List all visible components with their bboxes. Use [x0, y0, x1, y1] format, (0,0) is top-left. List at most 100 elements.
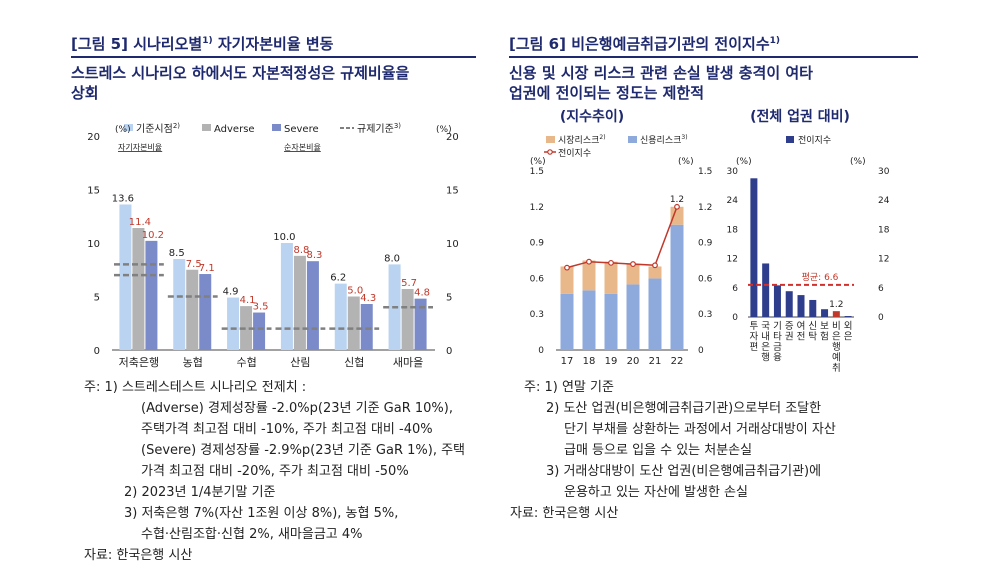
x-tick: 21	[649, 356, 662, 367]
fig5-note-line: 3) 저축은행 7%(자산 1조원 이상 8%), 농협 5%,	[124, 506, 399, 521]
y-tick-left: 0	[538, 346, 544, 356]
bar-severe	[145, 240, 158, 350]
data-label: 7.1	[199, 263, 215, 274]
bar-transfer-index	[844, 316, 852, 317]
unit-right: (%)	[678, 157, 694, 167]
transfer-index-point	[652, 262, 658, 269]
bar-transfer-index	[821, 309, 829, 317]
bar-credit-risk	[604, 293, 618, 350]
fig6-title-rule	[509, 56, 918, 58]
fig5-note-line: (Adverse) 경제성장률 -2.0%p(23년 기준 GaR 10%),	[141, 401, 453, 416]
fig6-notes: 주: 1) 연말 기준 2) 도산 업권(비은행예금취급기관)으로부터 조달한 …	[510, 377, 836, 524]
fig6-source: 자료: 한국은행 시산	[510, 506, 619, 521]
data-label: 1.2	[670, 195, 684, 205]
y-tick-left: 15	[87, 186, 100, 197]
y-tick-right: 6	[878, 284, 884, 294]
legend-label: 기준시점2)	[136, 122, 180, 135]
legend-label: Severe	[284, 124, 319, 135]
data-label: 11.4	[129, 217, 151, 228]
data-label: 13.6	[112, 193, 134, 204]
y-tick-right: 20	[446, 132, 459, 143]
y-tick-right: 24	[878, 196, 890, 206]
bar-transfer-index	[809, 299, 817, 317]
bar-adverse	[401, 289, 414, 350]
bar-credit-risk	[670, 224, 684, 350]
y-tick-right: 1.2	[698, 203, 712, 213]
bar-credit-risk	[648, 278, 662, 350]
fig5-source: 자료: 한국은행 시산	[84, 548, 193, 563]
fig5-note-line: (Severe) 경제성장률 -2.9%p(23년 기준 GaR 1%), 주택	[141, 443, 466, 458]
x-tick: 신협	[344, 356, 364, 369]
y-tick-left: 5	[94, 293, 100, 304]
data-label: 10.2	[142, 230, 164, 241]
bar-severe	[253, 312, 266, 350]
bar-adverse	[240, 306, 253, 350]
data-label: 8.3	[306, 250, 322, 261]
y-tick-right: 10	[446, 239, 459, 250]
bar-transfer-index	[797, 295, 805, 317]
bar-adverse	[293, 255, 306, 350]
y-tick-right: 18	[878, 225, 890, 235]
legend-swatch	[546, 136, 555, 143]
fig5-chart-panel: 기준시점2) Adverse Severe 규제기준3) (%) (%) 자기자본비율 순자본…	[80, 112, 478, 378]
fig6-note-line: 2) 도산 업권(비은행예금취급기관)으로부터 조달한	[546, 401, 822, 416]
x-tick: 저축은행	[119, 356, 159, 369]
transfer-index-point	[586, 258, 592, 265]
y-tick-right: 0	[698, 346, 704, 356]
average-label: 평균: 6.6	[802, 272, 839, 283]
data-label: 8.8	[293, 245, 309, 256]
transfer-index-point	[674, 203, 680, 210]
bar-market-risk	[648, 266, 662, 279]
x-tick: 새마을	[393, 356, 423, 369]
bar-market-risk	[670, 206, 684, 225]
bar-adverse	[132, 228, 145, 350]
fig5-notes: 주: 1) 스트레스테스트 시나리오 전제치 : (Adverse) 경제성장률…	[84, 377, 465, 566]
transfer-index-point	[564, 264, 570, 271]
y-tick-right: 15	[446, 186, 459, 197]
data-label: 4.9	[223, 287, 239, 298]
fig6-headline: 신용 및 시장 리스크 관련 손실 발생 충격이 여타 업권에 전이되는 정도는…	[509, 64, 813, 102]
fig6-note-line: 3) 거래상대방이 도산 업권(비은행예금취급기관)에	[546, 464, 822, 479]
unit-left: (%)	[115, 125, 131, 135]
bar-기준시점	[334, 283, 347, 350]
y-tick-left: 1.5	[530, 167, 544, 177]
bar-transfer-index	[785, 291, 793, 317]
bar-adverse	[186, 269, 199, 350]
bar-credit-risk	[582, 290, 596, 350]
bar-기준시점	[280, 243, 293, 350]
data-label: 10.0	[273, 232, 295, 243]
y-tick-right: 0.3	[698, 310, 712, 320]
fig5-note-line: 2) 2023년 1/4분기말 기준	[124, 485, 276, 500]
unit-right: (%)	[436, 125, 452, 135]
fig5-title-rule	[71, 56, 476, 58]
fig5-note-line: 가격 최고점 대비 -20%, 주가 최고점 대비 -50%	[141, 464, 409, 479]
data-label: 5.7	[401, 278, 417, 289]
bar-severe	[199, 274, 212, 350]
legend-label: 전이지수	[558, 148, 591, 159]
x-tick: 산림	[290, 356, 310, 369]
transfer-index-point	[608, 259, 614, 266]
bar-severe	[306, 261, 319, 350]
bar-transfer-index	[762, 263, 770, 317]
data-label: 5.0	[347, 286, 363, 297]
unit-left: (%)	[530, 157, 546, 167]
x-tick: 18	[583, 356, 596, 367]
data-label: 7.5	[186, 259, 202, 270]
y-tick-left: 0.9	[530, 239, 545, 249]
bar-credit-risk	[560, 293, 574, 350]
data-label: 8.5	[169, 248, 185, 259]
y-tick-left: 12	[727, 255, 738, 265]
legend-swatch	[202, 124, 211, 131]
bar-기준시점	[173, 259, 186, 350]
legend-label: 전이지수	[798, 135, 831, 146]
fig5-chart: 기준시점2) Adverse Severe 규제기준3) (%) (%) 자기자본비율 순자본…	[87, 122, 459, 369]
y-tick-right: 0.9	[698, 239, 713, 249]
y-tick-left: 0	[94, 346, 100, 357]
legend-label: 규제기준3)	[357, 122, 401, 135]
